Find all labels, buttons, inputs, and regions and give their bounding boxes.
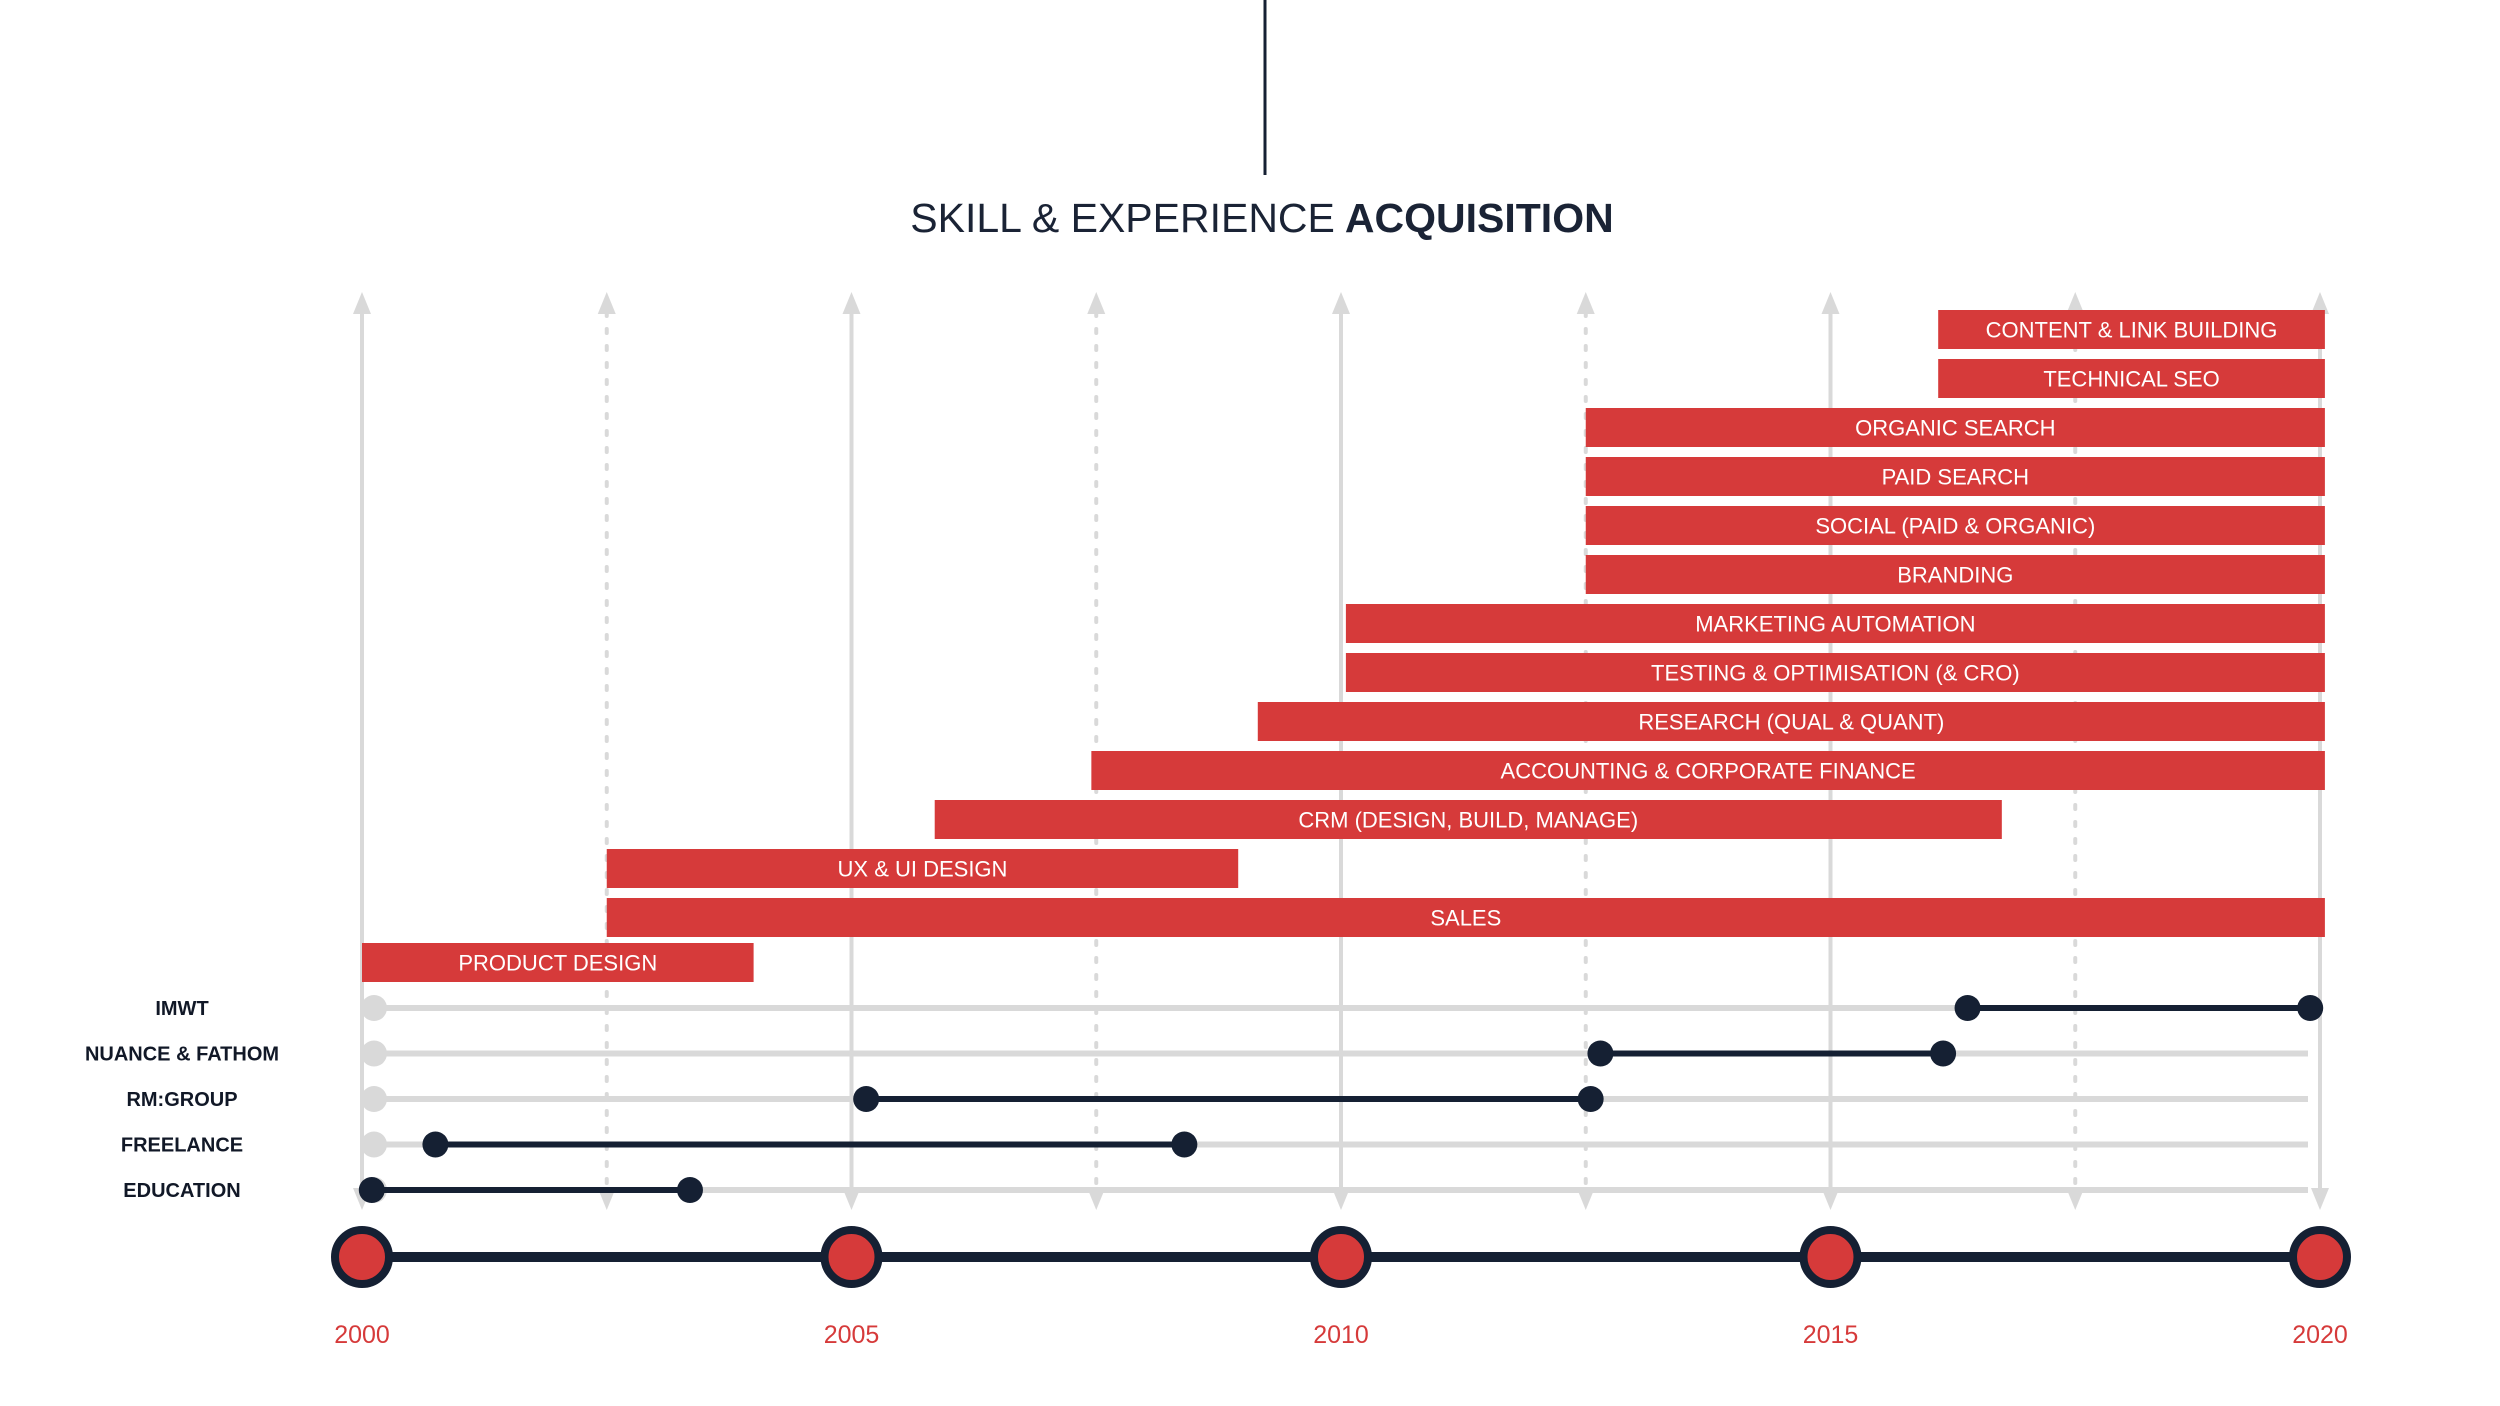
experience-track-start-dot [361,1131,387,1158]
year-marker [331,1226,393,1288]
gridline-arrow-down [842,1188,861,1210]
skill-bar-label: TESTING & OPTIMISATION (& CRO) [1651,661,2020,686]
year-marker [1310,1226,1372,1288]
experience-start-dot [853,1086,880,1112]
experience-track-start-dot [361,1040,387,1067]
experience-start-dot [422,1131,449,1158]
gridline-arrow-up [2311,292,2329,314]
skill-bar [1938,310,2325,349]
experience-rows: IMWT NUANCE & FATHOM RM:GROUP FREELANCE EDUC… [85,995,2324,1203]
gridline-arrow-up [1087,292,1106,314]
gridline-arrow-up [1332,292,1350,314]
experience-end-dot [2297,995,2324,1021]
gridline-arrow-up [597,292,616,314]
skill-bar [1585,506,2325,545]
gridline-arrow-up [1821,292,1840,314]
title-emphasis: ACQUISITION [1345,195,1614,241]
gridline-arrow-up [353,292,371,314]
experience-end-dot [1930,1040,1957,1067]
experience-start-dot [1954,995,1981,1021]
year-marker [2289,1226,2351,1288]
skill-bar [606,898,2325,937]
skill-bar [1585,408,2325,447]
skill-bar [1345,653,2325,692]
skill-bar [934,800,2002,839]
experience-end-dot [1171,1131,1198,1158]
skill-bar [1938,359,2325,398]
skill-bar-label: UX & UI DESIGN [838,857,1008,882]
year-tick-label: 2000 [334,1321,390,1349]
experience-track-start-dot [361,1086,387,1112]
skill-bar-label: PRODUCT DESIGN [458,951,657,976]
gridline-arrow-down [2066,1188,2085,1210]
experience-row-label: EDUCATION [123,1180,240,1202]
year-tick-label: 2020 [2292,1321,2348,1349]
experience-row-label: RM:GROUP [126,1089,237,1111]
skill-bar-label: SALES [1430,906,1501,931]
skill-bar-label: PAID SEARCH [1882,465,2030,490]
experience-start-dot [358,1177,385,1203]
skill-bar [1585,457,2325,496]
experience-end-dot [1577,1086,1604,1112]
skill-bar-label: ACCOUNTING & CORPORATE FINANCE [1501,759,1916,784]
year-marker [1799,1226,1862,1288]
gridline-arrow-down [597,1188,616,1210]
experience-row-label: NUANCE & FATHOM [85,1044,279,1066]
skill-bar-label: BRANDING [1897,563,2013,588]
gridline-arrow-down [1087,1188,1106,1210]
experience-row-label: IMWT [155,998,208,1020]
skill-bar [1585,555,2325,594]
skill-bar-label: CRM (DESIGN, BUILD, MANAGE) [1298,808,1638,833]
experience-end-dot [676,1177,703,1203]
gridline-arrow-up [2066,292,2085,314]
year-tick-label: 2005 [824,1321,880,1349]
experience-row-label: FREELANCE [121,1135,243,1157]
skill-bar-label: MARKETING AUTOMATION [1695,612,1975,637]
experience-track-start-dot [361,995,387,1021]
year-tick-label: 2010 [1313,1321,1369,1349]
skill-bar [1091,751,2325,790]
skill-bar-label: TECHNICAL SEO [2043,367,2219,392]
skill-bar-label: ORGANIC SEARCH [1855,416,2055,441]
chart-title: SKILL & EXPERIENCE ACQUISITION [910,195,1613,241]
gridline-arrow-down [1576,1188,1595,1210]
year-marker [820,1226,883,1288]
experience-start-dot [1587,1040,1614,1067]
year-tick-label: 2015 [1803,1321,1859,1349]
gridline-arrow-up [842,292,861,314]
skill-bar [362,943,754,982]
gridline-arrow-down [2311,1188,2329,1210]
title-prefix: SKILL & EXPERIENCE [910,195,1335,241]
gridline-arrow-down [1332,1188,1350,1210]
skill-bar-label: RESEARCH (QUAL & QUANT) [1638,710,1944,735]
skill-bar-label: CONTENT & LINK BUILDING [1986,318,2278,343]
skill-bar-label: SOCIAL (PAID & ORGANIC) [1815,514,2095,539]
gridline-arrow-down [1821,1188,1840,1210]
gridline-arrow-up [1576,292,1595,314]
skill-bar [1345,604,2325,643]
skill-bar [606,849,1239,888]
skill-bar [1257,702,2325,741]
year-axis: 2000 2005 2010 2015 2020 [331,1226,2351,1349]
skill-bars: CONTENT & LINK BUILDING TECHNICAL SEO ORGA… [362,310,2325,982]
